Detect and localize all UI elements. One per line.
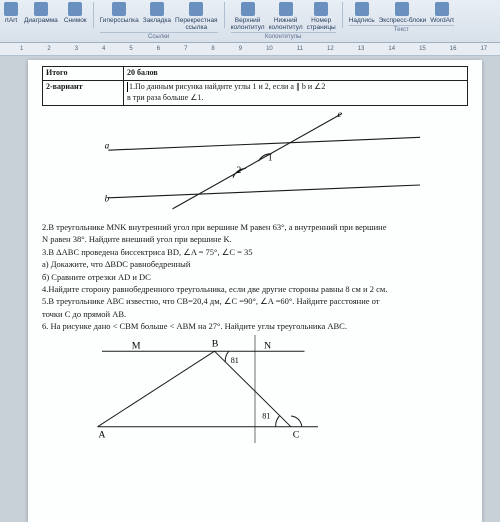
fig1-label-c: с xyxy=(338,109,342,119)
fig2-label-M: M xyxy=(132,340,141,351)
problem-2-line1: 2.В треугольнике MNK внутренний угол при… xyxy=(42,222,468,233)
fig2-label-A: A xyxy=(98,429,106,440)
ribbon-group-links: Гиперссылка Закладка Перекрестнаяссылка … xyxy=(100,2,218,40)
fig2-label-B: B xyxy=(212,339,219,350)
ribbon-group-text: Надпись Экспресс-блоки WordArt Текст xyxy=(349,2,454,40)
ribbon-btn-footer[interactable]: Нижнийколонтитул xyxy=(269,2,303,31)
fig1-label-a: a xyxy=(105,140,110,150)
fig1-label-b: b xyxy=(105,193,110,203)
horizontal-ruler[interactable]: 1234567891011121314151617 xyxy=(0,43,500,56)
problem-5-line1: 5.В треугольнике ABC известно, что CB=20… xyxy=(42,296,468,307)
problem-3a: a) Докажите, что ΔBDC равнобедренный xyxy=(42,259,468,270)
cell-variant-label: 2-вариант xyxy=(43,81,124,106)
ribbon: rtArt Диаграмма Снимок Гиперссылка Закла… xyxy=(0,0,500,43)
header-table: Итого 20 балов 2-вариант 1.По данным рис… xyxy=(42,66,468,105)
figure-2-triangle: M B N A C 81 81 xyxy=(42,335,468,443)
problem-3b: б) Сравните отрезки AD и DC xyxy=(42,272,468,283)
problem-5-line2: точки C до прямой AB. xyxy=(42,309,468,320)
cell-total-value: 20 балов xyxy=(124,67,468,81)
ribbon-btn-textbox[interactable]: Надпись xyxy=(349,2,375,24)
ribbon-group-headers: Верхнийколонтитул Нижнийколонтитул Номер… xyxy=(231,2,336,40)
ribbon-btn-screenshot[interactable]: Снимок xyxy=(64,2,87,40)
fig2-label-C: C xyxy=(293,429,300,440)
group-label-headers: Колонтитулы xyxy=(231,32,336,40)
figure-1-parallel-lines: с a b 1 2 xyxy=(42,108,468,218)
fig1-label-1: 1 xyxy=(268,152,273,162)
group-label-links: Ссылки xyxy=(100,32,218,40)
ribbon-btn-chart[interactable]: Диаграмма xyxy=(24,2,58,40)
ribbon-btn-hyperlink[interactable]: Гиперссылка xyxy=(100,2,139,31)
problem-6: 6. На рисунке дано < CBM больше < ABM на… xyxy=(42,321,468,332)
problems-text: 2.В треугольнике MNK внутренний угол при… xyxy=(42,222,468,333)
fig2-angle-81-bottom: 81 xyxy=(262,412,270,421)
ribbon-btn-quickparts[interactable]: Экспресс-блоки xyxy=(379,2,427,24)
ribbon-btn-pagenum[interactable]: Номерстраницы xyxy=(307,2,336,31)
ribbon-btn-crossref[interactable]: Перекрестнаяссылка xyxy=(175,2,218,31)
ribbon-btn-bookmark[interactable]: Закладка xyxy=(143,2,171,31)
problem-4: 4.Найдите сторону равнобедренного треуго… xyxy=(42,284,468,295)
document-page[interactable]: Итого 20 балов 2-вариант 1.По данным рис… xyxy=(28,60,482,522)
ribbon-btn-smartart[interactable]: rtArt xyxy=(4,2,18,40)
ribbon-btn-header[interactable]: Верхнийколонтитул xyxy=(231,2,265,31)
cell-total-label: Итого xyxy=(43,67,124,81)
ribbon-btn-wordart[interactable]: WordArt xyxy=(430,2,454,24)
group-label-text: Текст xyxy=(349,25,454,33)
problem-1-line2: в три раза больше ∠1. xyxy=(127,93,203,102)
problem-2-line2: N равен 38°. Найдите внешний угол при ве… xyxy=(42,234,468,245)
problem-1-line1: 1.По данным рисунка найдите углы 1 и 2, … xyxy=(129,82,325,91)
text-cursor xyxy=(127,82,128,92)
fig2-label-N: N xyxy=(264,340,271,351)
problem-3: 3.В ΔABC проведена биссектриса BD, ∠A = … xyxy=(42,247,468,258)
cell-problem-1: 1.По данным рисунка найдите углы 1 и 2, … xyxy=(124,81,468,106)
fig2-angle-81-top: 81 xyxy=(231,356,239,365)
fig1-label-2: 2 xyxy=(237,165,242,175)
